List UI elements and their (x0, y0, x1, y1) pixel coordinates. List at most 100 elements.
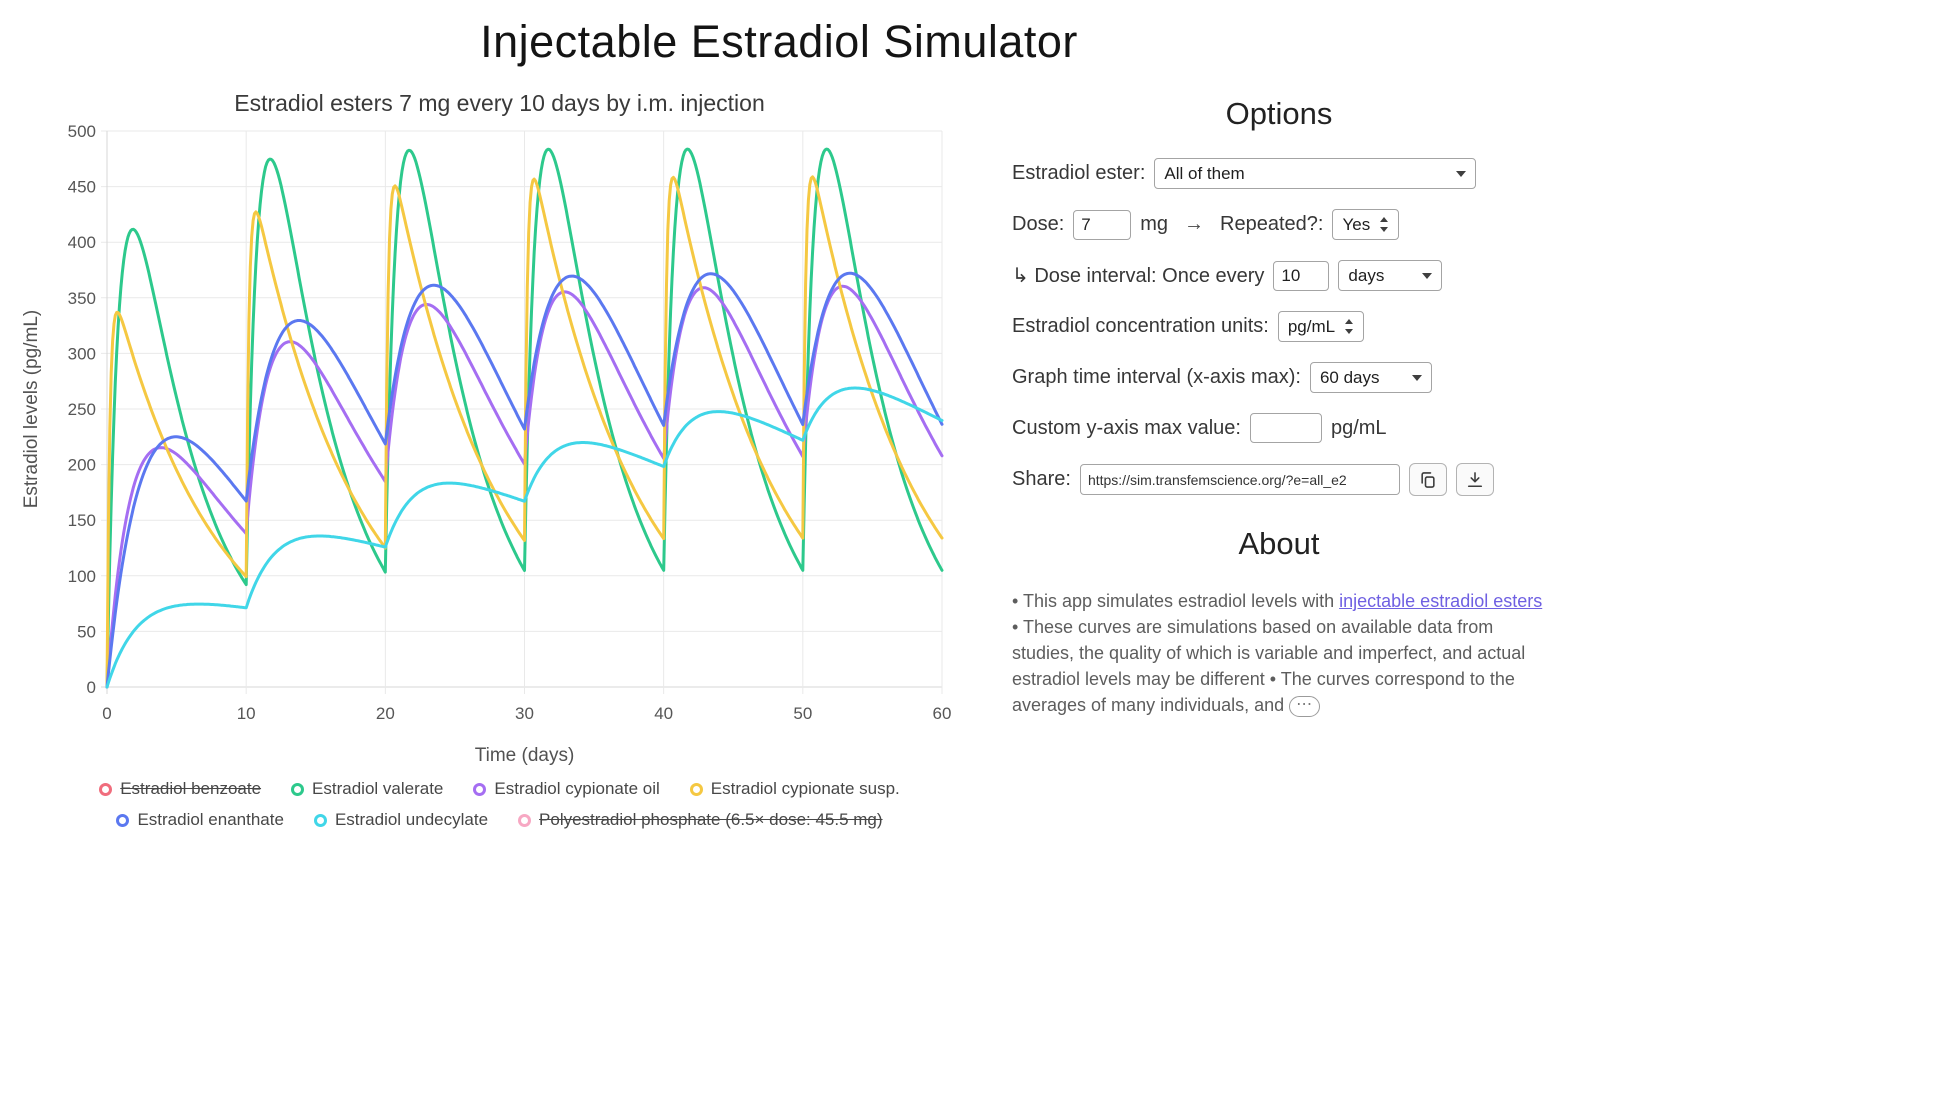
y-tick-label: 250 (68, 400, 96, 419)
download-button[interactable] (1455, 463, 1494, 496)
legend-swatch (518, 813, 532, 827)
units-label: Estradiol concentration units: (1012, 315, 1269, 337)
legend-item[interactable]: Polyestradiol phosphate (6.5× dose: 45.5… (518, 810, 883, 830)
chart-title: Estradiol esters 7 mg every 10 days by i… (234, 90, 765, 116)
legend-swatch (291, 782, 305, 796)
about-text-1: • This app simulates estradiol levels wi… (1012, 591, 1340, 611)
about-section: • This app simulates estradiol levels wi… (1012, 588, 1546, 718)
ester-select[interactable]: All of them (1154, 158, 1477, 189)
copy-icon (1421, 471, 1435, 488)
legend-swatch (689, 782, 703, 796)
legend-label: Estradiol cypionate oil (494, 779, 660, 798)
x-tick-label: 20 (376, 704, 395, 723)
copy-share-url-button[interactable] (1408, 463, 1447, 496)
legend-swatch (313, 813, 327, 827)
y-tick-label: 0 (87, 678, 96, 697)
up-down-arrows-icon (1345, 319, 1354, 334)
legend-label: Estradiol cypionate susp. (710, 779, 900, 798)
chart-legend: Estradiol benzoate Estradiol valerate Estr… (12, 779, 987, 830)
repeated-select-value: Yes (1342, 214, 1371, 234)
units-select[interactable]: pg/mL (1277, 311, 1365, 342)
x-tick-label: 0 (102, 704, 111, 723)
x-tick-label: 40 (654, 704, 673, 723)
x-tick-label: 30 (515, 704, 534, 723)
dose-row: Dose: mg → Repeated?: Yes (1012, 209, 1546, 240)
xmax-row: Graph time interval (x-axis max): 60 day… (1012, 362, 1546, 393)
x-axis-title: Time (days) (475, 745, 575, 766)
options-panel: Options Estradiol ester: All of them Dos… (1012, 88, 1546, 718)
dose-interval-row: ↳ Dose interval: Once every days (1012, 260, 1546, 291)
chart-panel: Estradiol esters 7 mg every 10 days by i… (12, 88, 987, 830)
series-line-3 (105, 175, 944, 689)
x-tick-label: 60 (933, 704, 952, 723)
legend-item[interactable]: Estradiol valerate (291, 779, 443, 799)
legend-row: Estradiol benzoate Estradiol valerate Estr… (99, 779, 900, 799)
ymax-row: Custom y-axis max value: pg/mL (1012, 413, 1546, 443)
legend-swatch (473, 782, 487, 796)
y-tick-label: 500 (68, 122, 96, 141)
y-tick-label: 300 (68, 344, 96, 363)
y-tick-label: 450 (68, 178, 96, 197)
xmax-label: Graph time interval (x-axis max): (1012, 366, 1301, 388)
dose-unit: mg (1140, 213, 1169, 235)
chevron-down-icon (1456, 170, 1467, 177)
y-tick-label: 400 (68, 233, 96, 252)
chevron-down-icon (1422, 272, 1433, 279)
legend-label: Polyestradiol phosphate (6.5× dose: 45.5… (539, 810, 883, 829)
main-layout: Estradiol esters 7 mg every 10 days by i… (12, 88, 1546, 830)
ester-row: Estradiol ester: All of them (1012, 158, 1546, 189)
legend-item[interactable]: Estradiol benzoate (99, 779, 261, 799)
ymax-label: Custom y-axis max value: (1012, 416, 1241, 439)
y-tick-label: 150 (68, 511, 96, 530)
download-icon (1467, 471, 1482, 487)
share-label: Share: (1012, 468, 1071, 490)
y-tick-label: 100 (68, 567, 96, 586)
about-heading: About (1238, 526, 1320, 561)
dose-interval-unit-select[interactable]: days (1338, 260, 1443, 291)
chart-canvas: 0 50 100 150 200 250 300 350 400 450 500 0 10 20 30 40 5… (21, 122, 952, 766)
page-title: Injectable Estradiol Simulator (480, 16, 1078, 67)
x-tick-label: 50 (793, 704, 812, 723)
injectable-estradiol-esters-link[interactable]: injectable estradiol esters (1339, 591, 1543, 611)
dose-interval-label: ↳ Dose interval: Once every (1012, 265, 1265, 287)
units-select-value: pg/mL (1287, 316, 1336, 336)
legend-label: Estradiol benzoate (120, 779, 262, 798)
xmax-select[interactable]: 60 days (1309, 362, 1432, 393)
share-row: Share: (1012, 463, 1546, 496)
legend-row: Estradiol enanthate Estradiol undecylate P… (116, 810, 883, 830)
x-tick-label: 10 (237, 704, 256, 723)
arrow-right-icon: → (1184, 213, 1205, 235)
dose-interval-unit-value: days (1348, 265, 1385, 285)
legend-item[interactable]: Estradiol enanthate (116, 810, 284, 830)
legend-swatch (116, 813, 130, 827)
ymax-input[interactable] (1249, 413, 1322, 443)
chevron-down-icon (1411, 374, 1422, 381)
series-line-5 (105, 386, 944, 689)
legend-label: Estradiol valerate (312, 779, 444, 798)
legend-label: Estradiol enanthate (137, 810, 284, 829)
legend-item[interactable]: Estradiol undecylate (313, 810, 488, 830)
up-down-arrows-icon (1380, 217, 1389, 232)
ymax-unit: pg/mL (1330, 416, 1387, 439)
ester-label: Estradiol ester: (1012, 162, 1146, 184)
y-tick-label: 200 (68, 456, 96, 475)
legend-item[interactable]: Estradiol cypionate oil (473, 779, 660, 799)
legend-swatch (99, 782, 113, 796)
legend-item[interactable]: Estradiol cypionate susp. (689, 779, 900, 799)
units-row: Estradiol concentration units: pg/mL (1012, 311, 1546, 342)
dose-interval-input[interactable] (1273, 260, 1330, 291)
app-container: Injectable Estradiol Simulator Estradiol… (12, 16, 1546, 830)
y-tick-label: 350 (68, 289, 96, 308)
expand-about-button[interactable]: ⋯ (1289, 695, 1321, 717)
series-line-4 (105, 271, 944, 689)
y-tick-label: 50 (77, 622, 96, 641)
dose-label: Dose: (1012, 213, 1065, 235)
dose-input[interactable] (1073, 209, 1132, 240)
repeated-select[interactable]: Yes (1332, 209, 1400, 240)
share-url-input[interactable] (1079, 464, 1400, 495)
repeated-label: Repeated?: (1220, 213, 1324, 235)
series-line-1 (105, 147, 944, 689)
ester-select-value: All of them (1164, 163, 1245, 183)
about-text-2: • These curves are simulations based on … (1012, 617, 1526, 715)
options-heading: Options (1225, 96, 1333, 131)
